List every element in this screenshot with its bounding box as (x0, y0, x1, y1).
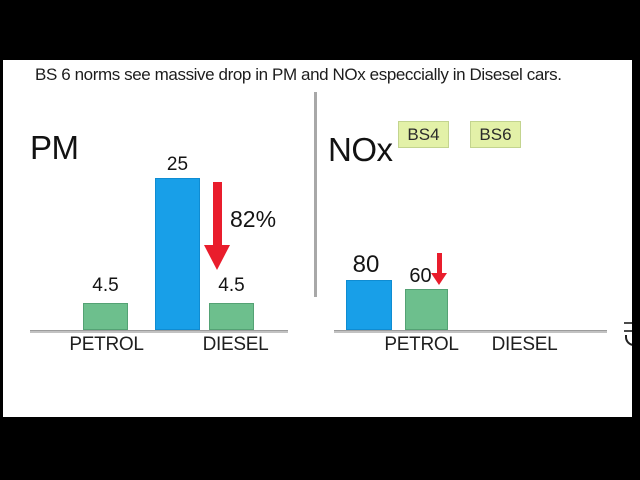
nox-petrol-bs6-value: 60 (409, 265, 432, 287)
pm-drop-percentage: 82% (230, 206, 277, 232)
pm-petrol-bs6-value: 4.5 (92, 275, 119, 296)
legend-chip-bs6: BS6 (470, 121, 521, 148)
clipped-glyph (625, 335, 632, 346)
pm-chart-title: PM (30, 129, 79, 166)
nox-axis-line (334, 330, 607, 333)
nox-petrol-bs6-bar (405, 289, 448, 330)
pm-category-diesel: DIESEL (202, 334, 269, 355)
arrow-head (204, 245, 230, 270)
clipped-glyph (624, 322, 632, 332)
pm-category-petrol: PETROL (69, 334, 144, 355)
slide-title: BS 6 norms see massive drop in PM and NO… (35, 65, 562, 84)
pm-diesel-bs4-value: 25 (166, 154, 189, 175)
small-drop-arrow-icon (431, 253, 447, 285)
nox-category-diesel: DIESEL (491, 334, 558, 355)
arrow-shaft (213, 182, 222, 246)
pm-diesel-bs4-bar (155, 178, 200, 330)
pm-petrol-bs6-bar (83, 303, 128, 330)
nox-petrol-bs4-value: 80 (352, 251, 380, 278)
arrow-head (431, 273, 447, 285)
nox-category-petrol: PETROL (384, 334, 459, 355)
slide-canvas: BS 6 norms see massive drop in PM and NO… (3, 60, 632, 417)
drop-arrow-icon (204, 182, 231, 270)
pm-diesel-bs6-value: 4.5 (218, 275, 245, 296)
legend-chip-bs4: BS4 (398, 121, 449, 148)
nox-chart-title: NOx (328, 131, 393, 168)
arrow-shaft (437, 253, 442, 274)
pm-axis-line (30, 330, 288, 333)
nox-petrol-bs4-bar (346, 280, 392, 330)
pm-diesel-bs6-bar (209, 303, 254, 330)
chart-divider (314, 92, 317, 297)
